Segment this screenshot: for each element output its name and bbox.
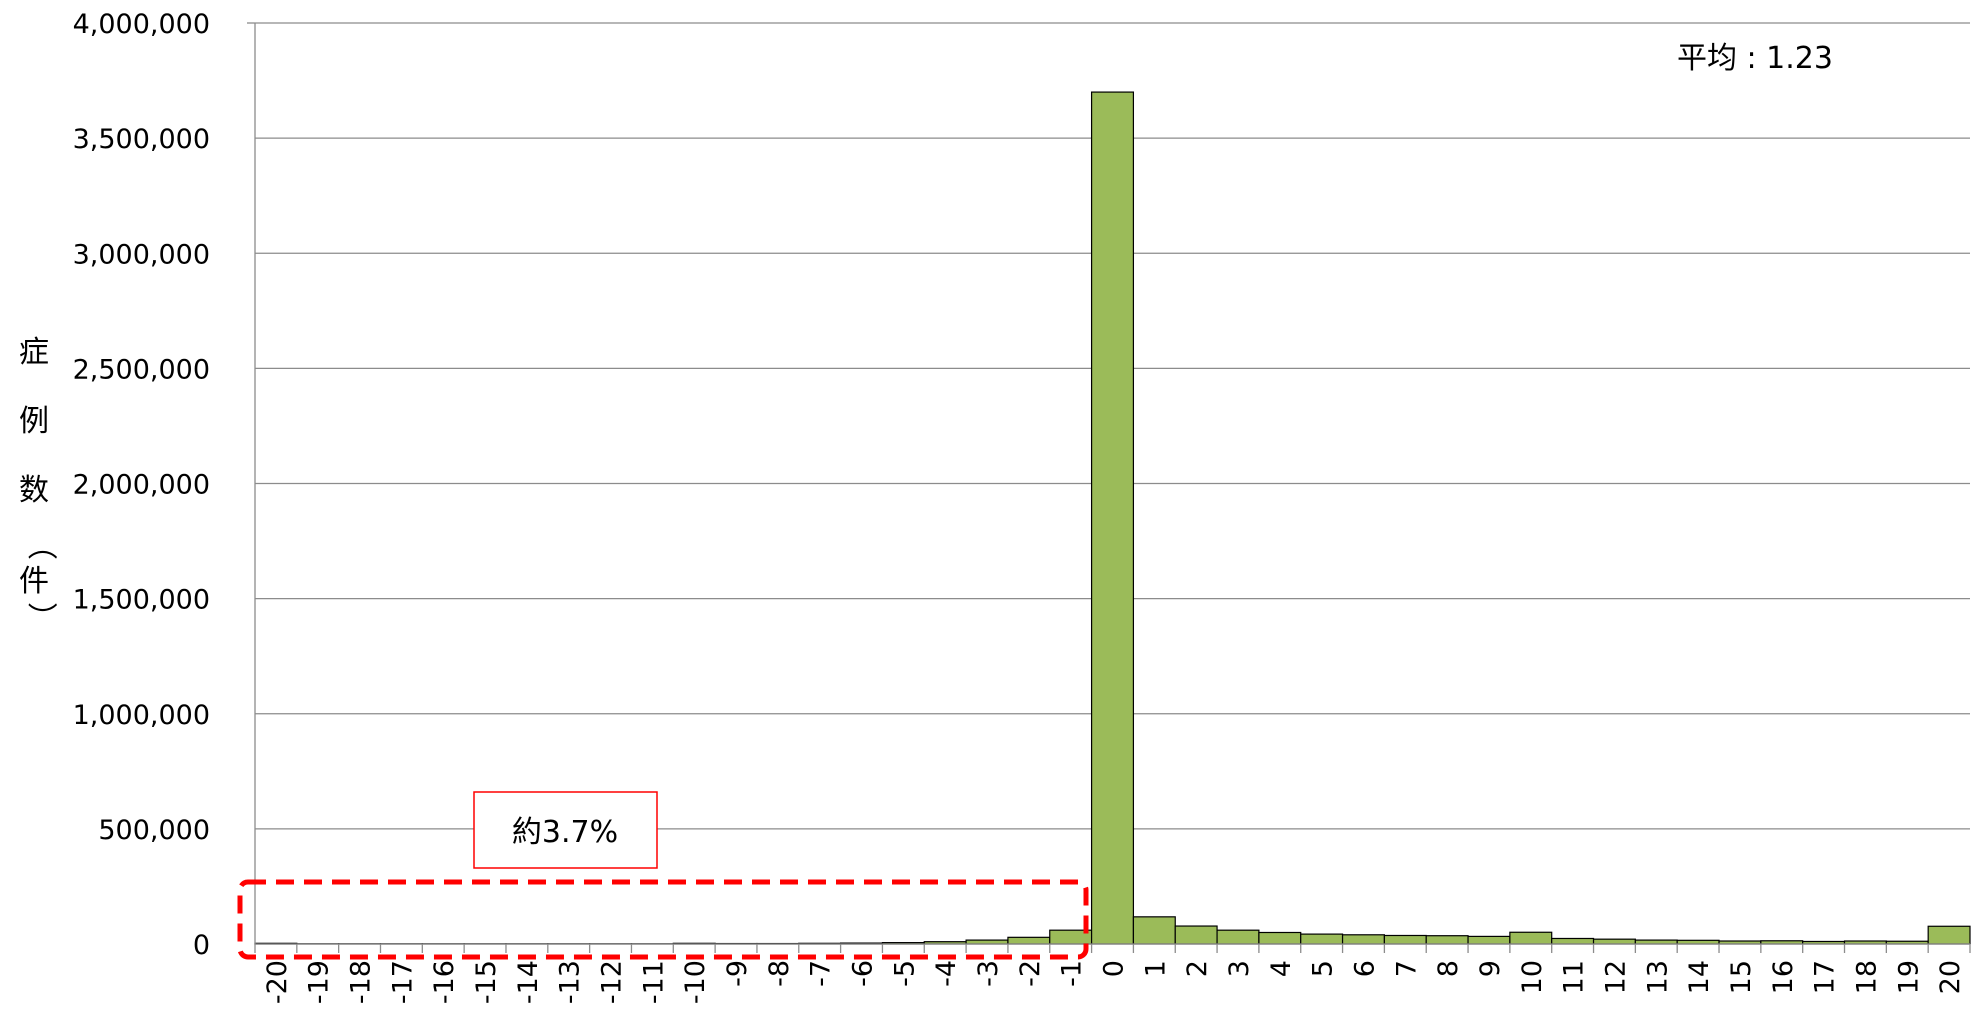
x-tick-label: 20 (1935, 960, 1966, 994)
mean-annotation: 平均 : 1.23 (1677, 41, 1833, 76)
x-axis-ticks: -20-19-18-17-16-15-14-13-12-11-10-9-8-7-… (262, 960, 1966, 1004)
y-tick-label: 1,500,000 (73, 585, 210, 616)
x-tick-label: -7 (806, 960, 837, 987)
x-tick-label: -20 (262, 960, 293, 1004)
bar (1133, 917, 1175, 944)
bar (1175, 926, 1217, 944)
bar (1594, 939, 1636, 944)
y-tick-label: 3,000,000 (73, 239, 210, 270)
bar (1217, 930, 1259, 944)
y-tick-label: 2,000,000 (73, 470, 210, 501)
x-tick-label: 13 (1642, 960, 1673, 994)
x-tick-label: -5 (889, 960, 920, 987)
x-tick-label: 9 (1475, 960, 1506, 977)
x-tick-label: -2 (1015, 960, 1046, 987)
x-tick-label: 14 (1684, 960, 1715, 994)
x-tick-label: -14 (513, 960, 544, 1004)
y-axis-label-char: 数 (19, 473, 49, 508)
x-tick-label: -13 (555, 960, 586, 1004)
y-axis-label-char: 症 (19, 335, 49, 370)
x-tick-label: 3 (1224, 960, 1255, 977)
y-axis-label-char: ） (23, 602, 58, 632)
x-tick-label: -11 (638, 960, 669, 1004)
x-tick-label: 8 (1433, 960, 1464, 977)
x-tick-label: -10 (680, 960, 711, 1004)
y-tick-label: 0 (193, 930, 210, 961)
bar (1426, 936, 1468, 944)
bar (1259, 932, 1301, 944)
x-tick-label: 7 (1391, 960, 1422, 977)
x-tick-label: -18 (346, 960, 377, 1004)
y-tick-label: 2,500,000 (73, 354, 210, 385)
x-tick-label: 18 (1851, 960, 1882, 994)
x-tick-label: -17 (387, 960, 418, 1004)
negative-region-highlight (240, 882, 1086, 957)
bar (1552, 938, 1594, 944)
y-axis-label-char: 例 (19, 404, 49, 439)
x-tick-label: 15 (1726, 960, 1757, 994)
x-tick-label: -19 (304, 960, 335, 1004)
y-axis-label-char: 件 (19, 564, 49, 599)
x-tick-label: 4 (1266, 960, 1297, 977)
x-tick-label: -6 (848, 960, 879, 987)
x-tick-label: -9 (722, 960, 753, 987)
x-tick-label: -3 (973, 960, 1004, 987)
x-tick-label: 6 (1349, 960, 1380, 977)
x-tick-label: 2 (1182, 960, 1213, 977)
y-axis-ticks: 0 500,000 1,000,000 1,500,000 2,000,000 2,500… (73, 9, 210, 961)
y-tick-label: 1,000,000 (73, 700, 210, 731)
y-tick-label: 4,000,000 (73, 9, 210, 40)
x-tick-label: 11 (1559, 960, 1590, 994)
x-tick-label: 19 (1893, 960, 1924, 994)
x-tick-label: 12 (1600, 960, 1631, 994)
x-tick-label: -8 (764, 960, 795, 987)
x-tick-label: 17 (1810, 960, 1841, 994)
x-tick-label: -4 (931, 960, 962, 987)
bar (1343, 935, 1385, 944)
x-tick-label: -1 (1057, 960, 1088, 987)
bar (1468, 936, 1510, 944)
x-tick-label: -16 (429, 960, 460, 1004)
y-axis-label-char: （ (23, 530, 58, 560)
y-tick-label: 3,500,000 (73, 124, 210, 155)
x-tick-label: 5 (1308, 960, 1339, 977)
x-tick-label: 16 (1768, 960, 1799, 994)
bar (1510, 932, 1552, 944)
annotations: 平均 : 1.23 約3.7% (240, 41, 1833, 957)
x-tick-label: 0 (1099, 960, 1130, 977)
y-tick-label: 500,000 (98, 815, 210, 846)
x-tick-label: -12 (597, 960, 628, 1004)
bar (1384, 935, 1426, 944)
bar (1301, 934, 1343, 944)
percentage-box-label: 約3.7% (512, 815, 618, 850)
bar (1008, 937, 1050, 944)
y-axis-label: 症例数 （ 件） (19, 335, 58, 632)
x-tick-label: 1 (1140, 960, 1171, 977)
bar (1928, 926, 1970, 944)
bar (1092, 92, 1134, 944)
x-tick-label: -15 (471, 960, 502, 1004)
x-tick-label: 10 (1517, 960, 1548, 994)
